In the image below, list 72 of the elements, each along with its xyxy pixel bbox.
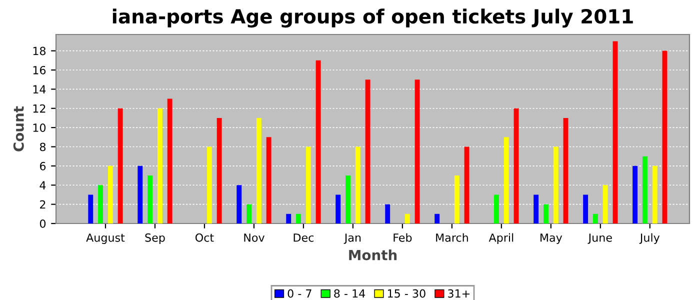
bar [494,194,499,224]
bar [592,214,598,224]
x-tick-label: March [436,233,468,242]
y-tick-label: 0 [40,219,46,228]
bar [118,108,123,224]
bar [414,80,420,224]
bar [246,204,252,224]
x-tick-label: Sep [145,233,165,244]
bar [138,166,143,224]
bar [544,204,548,224]
bar [346,176,350,224]
x-tick-label: June [588,234,612,244]
x-tick-label: July [639,233,660,244]
bar [385,204,390,224]
bar [266,137,272,224]
bar [88,194,94,224]
bar [563,118,568,224]
y-tick-label: 16 [33,66,46,74]
x-tick-label: April [488,233,514,244]
bar [434,214,440,224]
y-tick-label: 12 [33,104,46,113]
bar [216,118,222,224]
y-tick-label: 8 [40,142,46,152]
y-tick-label: 14 [33,85,46,94]
x-tick-label: Jan [344,234,361,244]
bar [662,50,668,224]
legend-label: 8 - 14 [334,289,366,298]
x-tick-label: Nov [244,234,264,242]
bar [612,41,618,224]
x-tick-label: Feb [394,233,412,242]
bar [514,108,519,224]
bar [206,146,212,224]
bar [454,176,460,224]
bar [652,166,658,224]
bar [553,146,558,224]
bar [404,214,410,224]
y-tick-label: 4 [40,181,46,190]
bar [148,176,153,224]
bar [583,194,588,224]
x-tick-label: May [540,234,562,244]
bar [286,214,292,224]
bar [157,108,162,224]
y-axis-title: Count [13,106,24,152]
bar [504,137,509,224]
bar [108,166,113,224]
y-tick-label: 18 [33,46,46,56]
x-tick-label: Oct [195,233,214,242]
bar [236,185,242,224]
legend-label: 0 - 7 [288,289,312,298]
bar [336,194,341,224]
bar [534,194,539,224]
y-tick-label: 6 [40,162,46,170]
x-tick-label: August [86,234,125,244]
x-axis-title: Month [349,250,397,260]
bar [355,146,360,224]
bar [464,146,470,224]
x-tick-label: Dec [294,234,314,242]
bar [98,185,104,224]
bar [365,80,370,224]
legend-label: 15 - 30 [388,289,426,298]
y-tick-label: 2 [40,200,46,209]
legend-label: 31+ [448,289,470,298]
bar [256,118,262,224]
bar [167,98,172,224]
bar [296,214,301,224]
bar [316,60,321,224]
y-tick-label: 10 [33,124,46,132]
bar [602,185,608,224]
bar [306,146,311,224]
bar [642,156,648,224]
bar [632,166,638,224]
chart-title: iana-ports Age groups of open tickets July 2011 [112,8,633,28]
